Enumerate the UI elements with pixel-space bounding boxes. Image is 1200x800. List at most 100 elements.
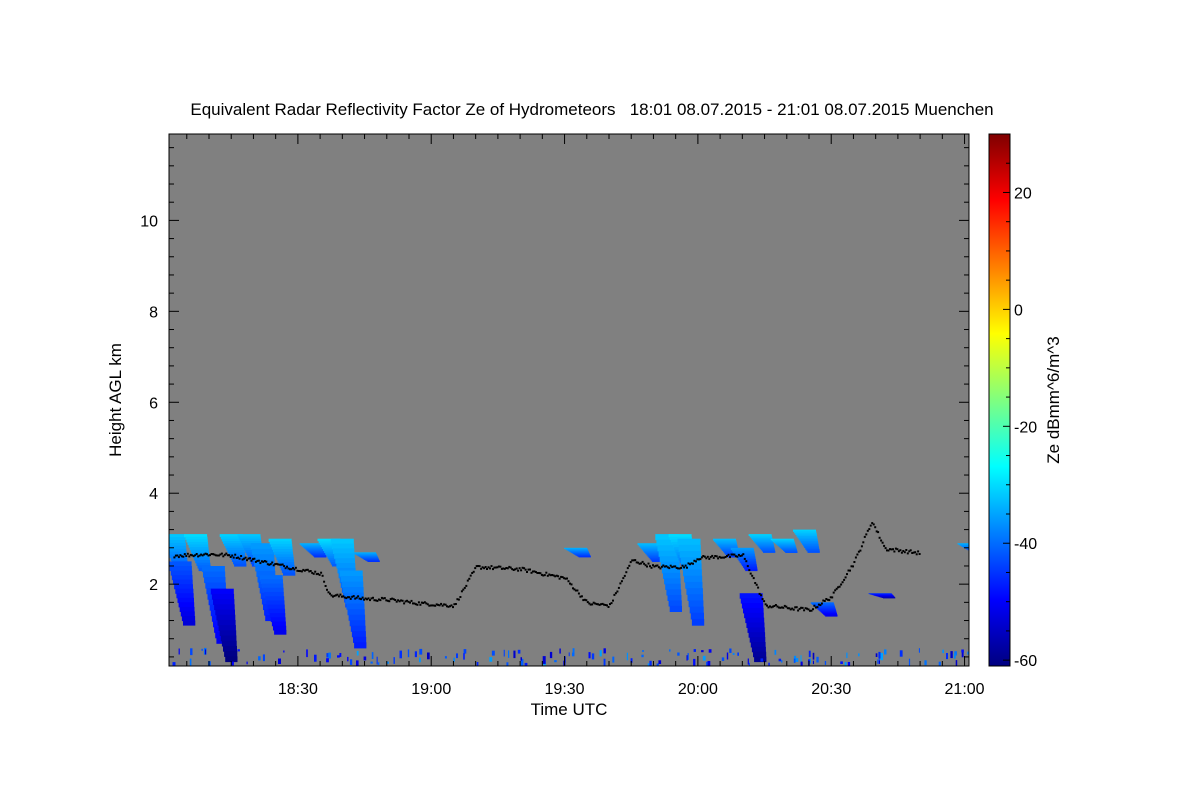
- cloud-base-point: [878, 536, 881, 539]
- cloud-base-point: [480, 567, 483, 570]
- cloud-base-point: [517, 569, 520, 572]
- cloud-base-point: [757, 586, 760, 589]
- colorbar-label: Ze dBmm^6/m^3: [1044, 336, 1063, 463]
- cloud-base-point: [880, 539, 883, 542]
- cloud-base-point: [669, 564, 672, 567]
- cloud-base-point: [659, 567, 662, 570]
- cloud-base-point: [321, 574, 324, 577]
- cloud-base-point: [789, 608, 792, 611]
- cloud-base-point: [678, 567, 681, 570]
- cloud-base-point: [649, 565, 651, 568]
- cloud-base-point: [460, 590, 463, 593]
- cloud-base-point: [555, 574, 558, 577]
- cloud-base-point: [754, 582, 757, 584]
- cloud-base-point: [361, 596, 364, 599]
- cloud-base-point: [435, 603, 438, 606]
- echo-patch: [868, 593, 896, 599]
- cloud-base-point: [543, 574, 546, 577]
- y-axis: 2 4 6 8 10: [140, 147, 969, 658]
- cloud-base-point: [363, 598, 366, 601]
- cloud-base-point: [278, 563, 281, 566]
- cloud-base-point: [574, 589, 577, 592]
- cloud-base-point: [294, 566, 297, 569]
- cloud-base-point: [847, 569, 850, 572]
- cloud-base-point: [343, 596, 346, 599]
- cloud-base-point: [751, 574, 754, 577]
- cloud-base-point: [524, 568, 527, 571]
- cloud-base-point: [234, 553, 237, 556]
- cloud-base-point: [632, 559, 635, 562]
- cloud-base-point: [272, 564, 275, 567]
- echo-patch: [353, 552, 380, 562]
- cloud-base-point: [677, 567, 680, 570]
- cloud-base-point: [376, 599, 379, 602]
- cloud-base-point: [369, 599, 371, 602]
- cloud-base-point: [724, 556, 727, 558]
- echo-patch: [748, 534, 776, 553]
- cloud-base-point: [700, 556, 703, 559]
- cloud-base-point: [422, 602, 425, 604]
- cloud-base-point: [263, 560, 266, 562]
- cloud-base-point: [209, 554, 211, 557]
- cloud-base-point: [626, 567, 629, 570]
- cloud-base-point: [680, 566, 683, 569]
- cloud-base-point: [718, 555, 721, 558]
- cloud-base-point: [914, 551, 917, 554]
- cloud-base-point: [389, 598, 392, 601]
- cloud-base-point: [527, 568, 530, 571]
- cloud-base-point: [837, 586, 840, 589]
- cloud-base-point: [856, 553, 859, 556]
- cloud-base-point: [311, 571, 314, 574]
- cloud-base-point: [409, 601, 411, 604]
- cloud-base-point: [483, 567, 486, 570]
- cloud-base-point: [638, 562, 641, 565]
- cloud-base-point: [444, 603, 447, 606]
- cloud-base-point: [438, 604, 441, 607]
- cloud-base-point: [749, 572, 752, 575]
- cloud-base-point: [766, 604, 768, 607]
- cloud-base-point: [388, 600, 391, 603]
- cloud-base-point: [843, 578, 846, 581]
- cloud-base-point: [883, 544, 886, 547]
- cloud-base-point: [391, 597, 394, 600]
- cloud-base-point: [686, 566, 688, 569]
- cloud-base-point: [217, 554, 220, 557]
- cloud-base-point: [395, 600, 398, 603]
- x-tick-label: 19:30: [545, 681, 585, 698]
- cloud-base-point: [244, 556, 247, 559]
- cloud-base-point: [674, 565, 677, 568]
- cloud-base-point: [567, 580, 570, 583]
- cloud-base-point: [884, 547, 887, 550]
- cloud-base-point: [452, 606, 454, 609]
- cloud-base-point: [889, 548, 891, 551]
- cloud-base-point: [654, 564, 657, 567]
- cloud-base-point: [377, 598, 380, 601]
- cloud-base-point: [441, 604, 444, 607]
- cloud-base-point: [195, 553, 198, 555]
- cloud-base-point: [776, 605, 779, 608]
- cloud-base-point: [742, 553, 745, 556]
- cloud-base-point: [570, 583, 573, 586]
- cloud-base-point: [546, 574, 549, 577]
- cloud-base-point: [866, 529, 869, 532]
- cloud-base-point: [265, 560, 268, 563]
- cloud-base-point: [336, 593, 339, 596]
- cloud-base-point: [572, 587, 574, 590]
- cloud-base-point: [896, 548, 899, 551]
- cloud-base-point: [807, 608, 810, 611]
- cloud-base-point: [496, 566, 499, 569]
- cloud-base-point: [573, 588, 576, 591]
- cloud-base-point: [875, 530, 878, 533]
- cloud-base-point: [585, 599, 588, 602]
- cloud-base-point: [752, 577, 755, 580]
- cloud-base-point: [586, 601, 589, 604]
- cloud-base-point: [660, 565, 663, 568]
- cloud-base-point: [317, 572, 320, 575]
- cloud-base-point: [693, 559, 696, 562]
- cloud-base-point: [432, 604, 435, 607]
- echo-patch: [730, 547, 758, 572]
- chart-title: Equivalent Radar Reflectivity Factor Ze …: [190, 100, 993, 119]
- cloud-base-point: [454, 603, 457, 605]
- cloud-base-point: [379, 599, 382, 602]
